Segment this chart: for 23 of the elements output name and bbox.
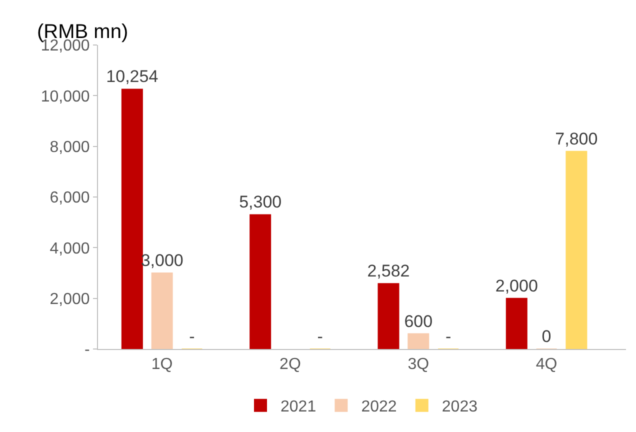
data-label: -: [317, 327, 323, 346]
data-label: -: [189, 327, 195, 346]
data-label: 5,300: [239, 192, 282, 212]
legend-label: 2022: [361, 398, 397, 416]
data-label: 2,582: [367, 262, 410, 281]
data-label: 600: [404, 312, 433, 331]
x-tick-label: 1Q: [151, 356, 173, 374]
data-label: 10,254: [106, 67, 158, 86]
y-tick-label: 8,000: [50, 138, 90, 156]
legend-label: 2023: [442, 398, 478, 416]
x-tick-label: 4Q: [536, 356, 558, 374]
y-tick-label: 6,000: [50, 190, 90, 207]
data-label: 2,000: [495, 276, 538, 296]
x-tick-label: 2Q: [280, 356, 301, 374]
data-label: -: [445, 327, 452, 346]
y-tick-label: 4,000: [50, 240, 90, 258]
y-tick-label: 10,000: [40, 88, 90, 106]
legend-label: 2021: [280, 398, 316, 416]
y-tick-label: -: [84, 342, 90, 359]
y-tick-label: 2,000: [50, 290, 90, 308]
x-tick-label: 3Q: [408, 356, 430, 374]
data-label: 7,800: [555, 129, 598, 148]
data-label: 0: [542, 327, 552, 346]
